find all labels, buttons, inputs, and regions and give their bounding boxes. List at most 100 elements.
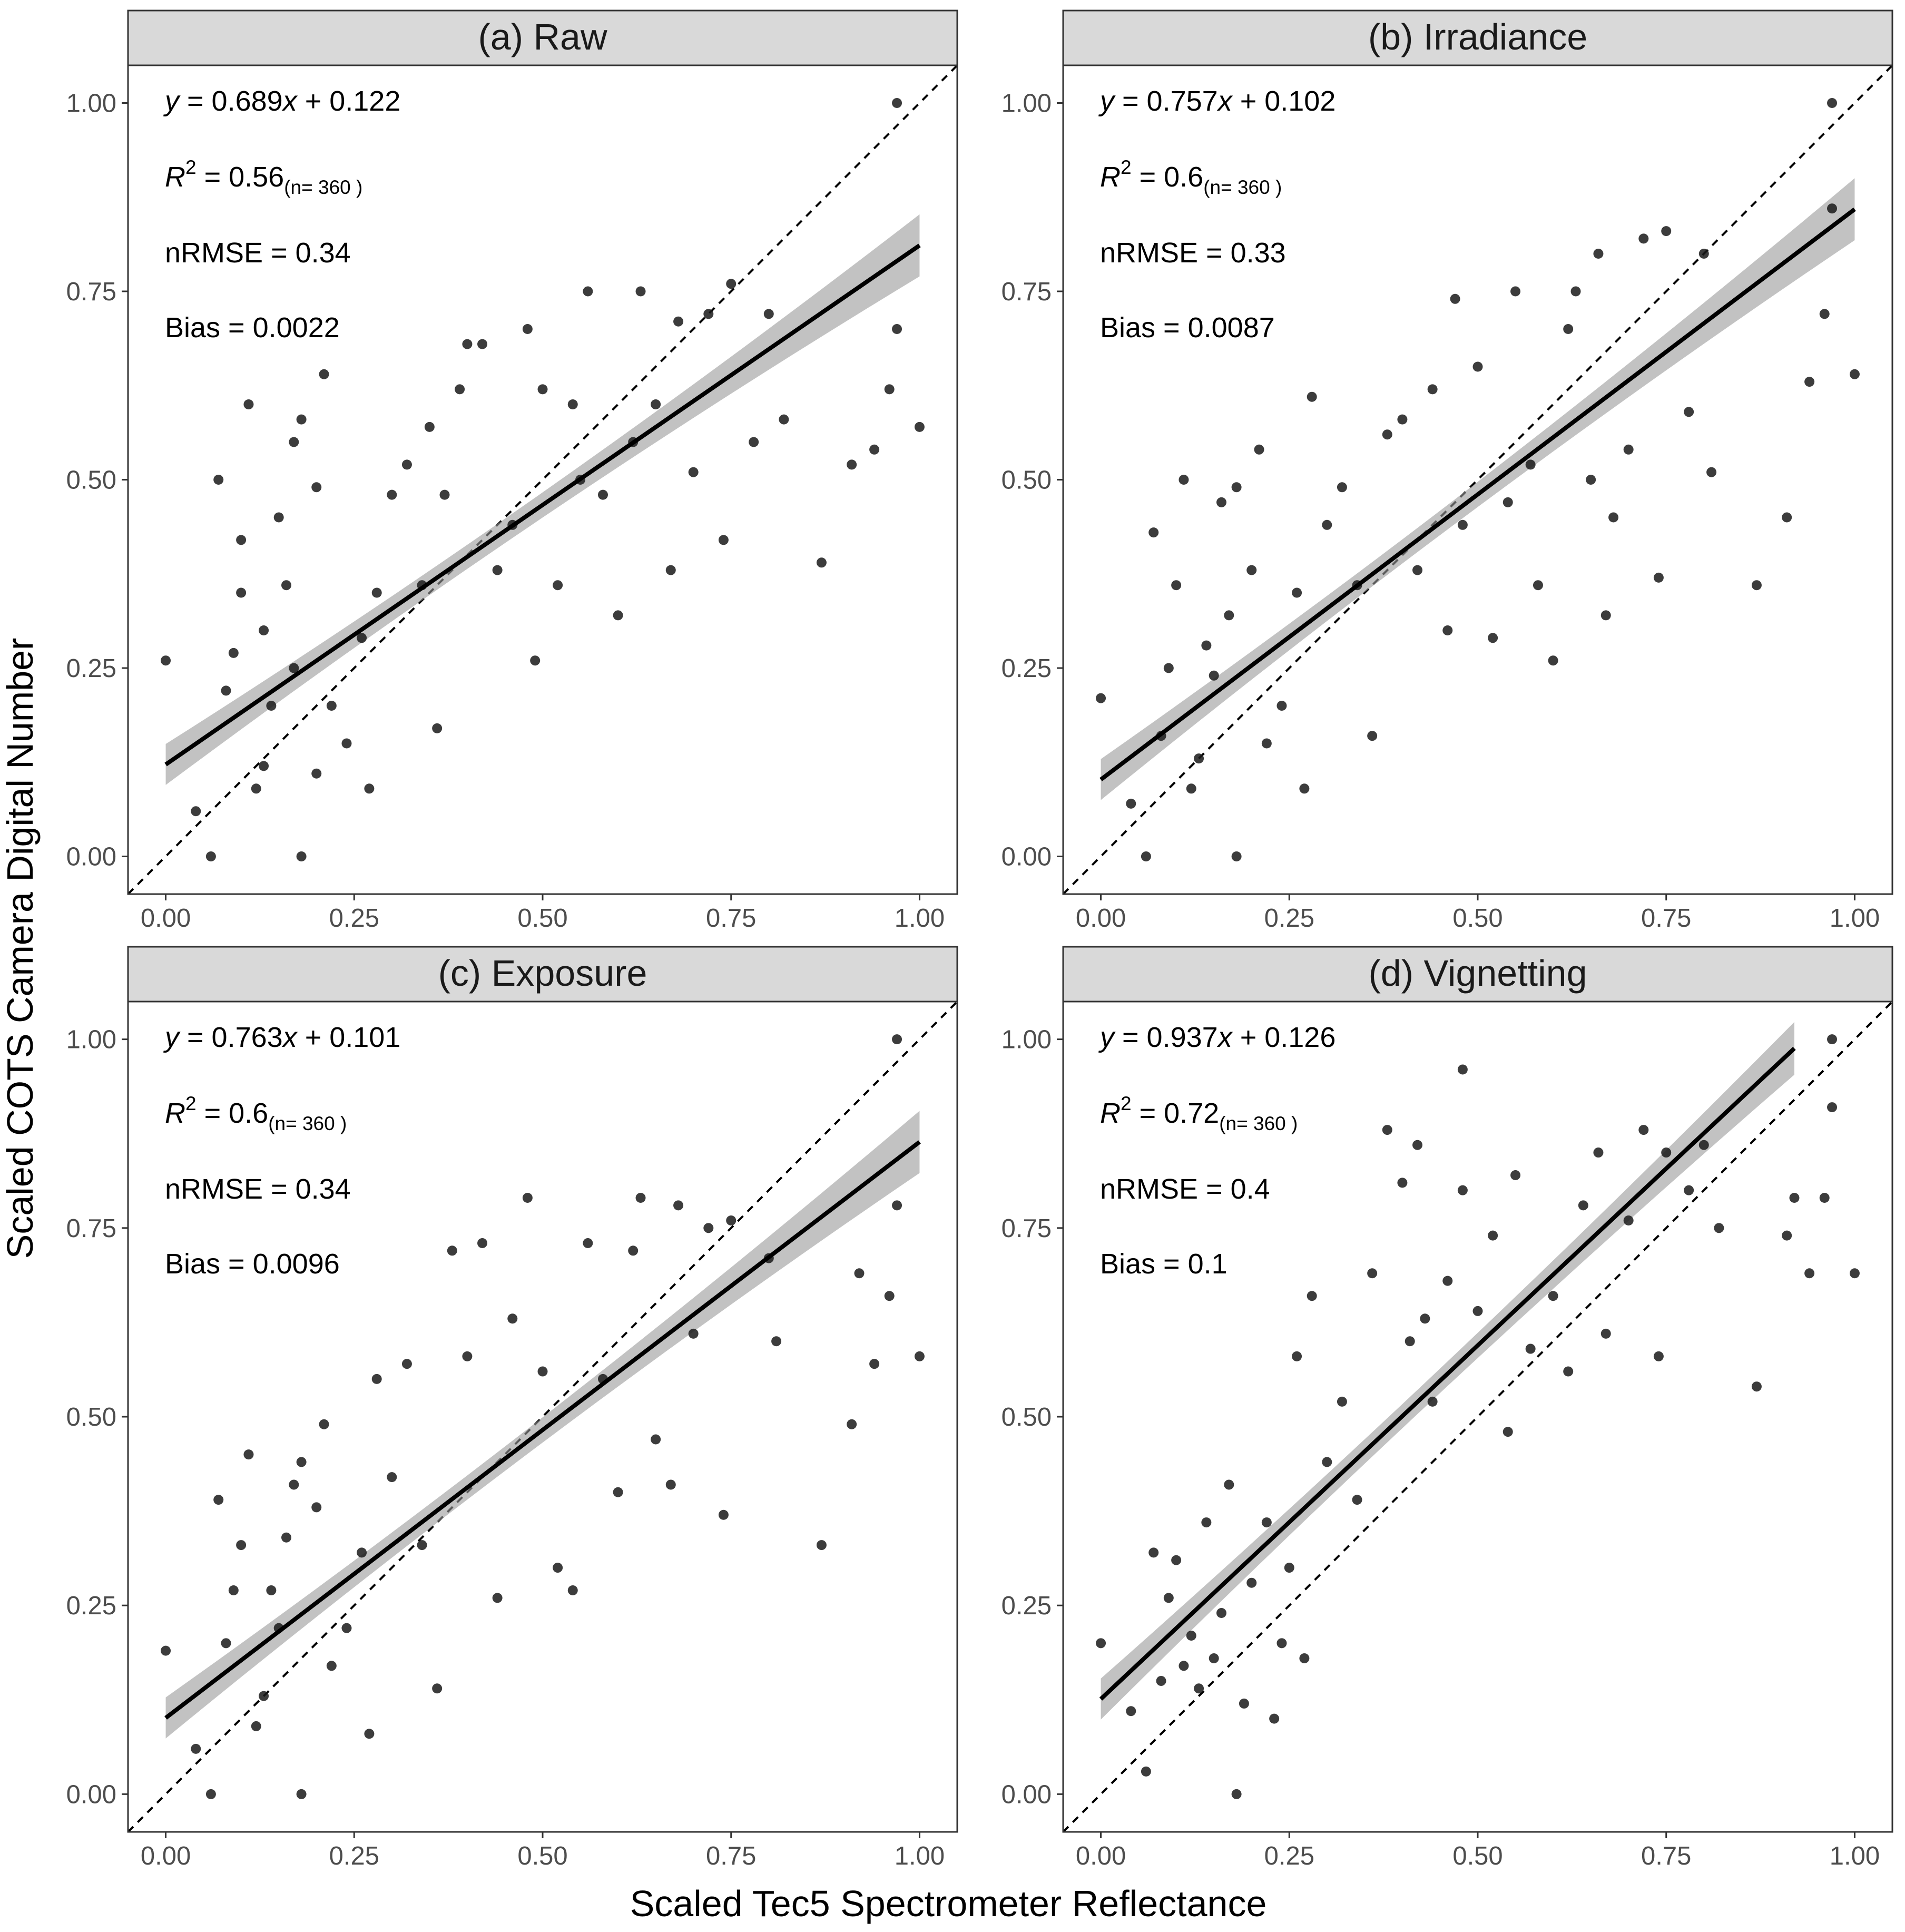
data-point [1179, 1661, 1189, 1671]
y-tick-label: 1.00 [66, 1026, 116, 1054]
equation-y: y [163, 85, 181, 117]
data-point [914, 1351, 925, 1361]
data-point [651, 399, 661, 409]
data-point [1789, 1193, 1800, 1203]
x-tick-label: 0.75 [706, 1842, 756, 1870]
data-point [816, 1540, 827, 1551]
confidence-band [165, 1111, 920, 1739]
data-point [371, 1374, 382, 1384]
data-point [492, 565, 503, 575]
r2-n: (n= 360 ) [1219, 1113, 1298, 1134]
y-tick-label: 0.25 [1001, 654, 1052, 683]
data-point [259, 1691, 269, 1701]
data-point [1600, 1328, 1611, 1339]
data-point [1653, 1351, 1664, 1361]
data-point [1593, 249, 1604, 259]
data-point [1578, 1200, 1588, 1211]
data-point [1819, 309, 1830, 319]
data-point [1231, 851, 1242, 861]
data-point [243, 1449, 254, 1460]
bias-label: Bias = 0.0022 [165, 312, 340, 344]
x-axis-title: Scaled Tec5 Spectrometer Reflectance [630, 1883, 1267, 1924]
data-point [371, 587, 382, 598]
data-point [191, 1743, 201, 1754]
regression-line [164, 1140, 921, 1720]
y-tick-label: 0.75 [66, 1214, 116, 1243]
x-tick-label: 0.25 [329, 1842, 379, 1870]
data-point [847, 1419, 857, 1429]
data-point [1623, 444, 1634, 455]
data-point [387, 489, 397, 500]
data-point [1337, 482, 1347, 493]
data-point [1382, 429, 1392, 440]
data-point [583, 1238, 593, 1248]
data-point [1510, 1170, 1521, 1181]
data-point [1661, 226, 1672, 237]
data-point [1141, 1766, 1151, 1777]
data-point [296, 414, 307, 425]
bias-label: Bias = 0.1 [1100, 1248, 1228, 1280]
x-tick-label: 1.00 [1830, 1842, 1880, 1870]
data-point [1307, 391, 1317, 402]
data-point [492, 1593, 503, 1603]
data-point [892, 1034, 902, 1045]
data-point [703, 1223, 714, 1233]
data-point [718, 1509, 729, 1520]
data-point [847, 459, 857, 470]
data-point [1457, 519, 1468, 530]
equation-slope: = 0.757 [1114, 85, 1218, 117]
x-tick-label: 0.75 [706, 904, 756, 933]
data-point [1472, 1306, 1483, 1316]
data-point [1442, 625, 1453, 635]
data-point [1706, 467, 1717, 477]
data-point [1276, 701, 1287, 711]
panel-grid: (a) Raw 0.00 0.00 0.25 0.25 0.50 0.50 0.75 0.75 1… [66, 9, 1893, 1870]
nrmse-label: nRMSE = 0.33 [1100, 237, 1286, 269]
y-tick-label: 0.00 [1001, 1780, 1052, 1809]
data-point [1548, 1291, 1558, 1301]
data-point [1503, 1427, 1513, 1437]
data-point [1782, 512, 1792, 523]
data-point [1751, 1381, 1762, 1392]
data-point [1096, 693, 1106, 703]
r2-symbol: R [1100, 161, 1121, 193]
data-point [1638, 1125, 1649, 1135]
regression-line [164, 243, 921, 767]
data-point [530, 655, 541, 666]
data-point [869, 444, 880, 455]
data-point [364, 783, 375, 794]
r2-symbol: R [1100, 1097, 1121, 1129]
x-tick-label: 0.75 [1641, 904, 1691, 933]
data-point [296, 1457, 307, 1467]
r2-n: (n= 360 ) [268, 1113, 347, 1134]
r2-superscript: 2 [185, 156, 197, 178]
data-point [221, 1638, 231, 1649]
r2-label: R2 = 0.6(n= 360 ) [1100, 156, 1282, 198]
data-point [816, 557, 827, 568]
data-point [1623, 1215, 1634, 1225]
data-point [439, 489, 450, 500]
data-point [1299, 1653, 1310, 1663]
r2-symbol: R [165, 1097, 185, 1129]
data-point [1488, 1230, 1498, 1241]
panel-strip-label: (b) Irradiance [1368, 16, 1587, 57]
bias-label: Bias = 0.0087 [1100, 312, 1275, 344]
data-point [914, 421, 925, 432]
data-point [673, 316, 684, 327]
data-point [1457, 1185, 1468, 1195]
x-tick-label: 0.25 [329, 904, 379, 933]
equation-slope: = 0.689 [179, 85, 283, 117]
data-point [1525, 459, 1536, 470]
data-point [507, 1313, 518, 1324]
equation-y: y [1098, 85, 1116, 117]
data-point [567, 399, 578, 409]
data-point [892, 324, 902, 334]
data-point [213, 1495, 224, 1505]
bias-label: Bias = 0.0096 [165, 1248, 340, 1280]
data-point [1254, 444, 1264, 455]
data-point [1593, 1148, 1604, 1158]
data-point [462, 1351, 473, 1361]
x-tick-label: 0.50 [1452, 904, 1503, 933]
panel-strip [1062, 946, 1893, 1003]
